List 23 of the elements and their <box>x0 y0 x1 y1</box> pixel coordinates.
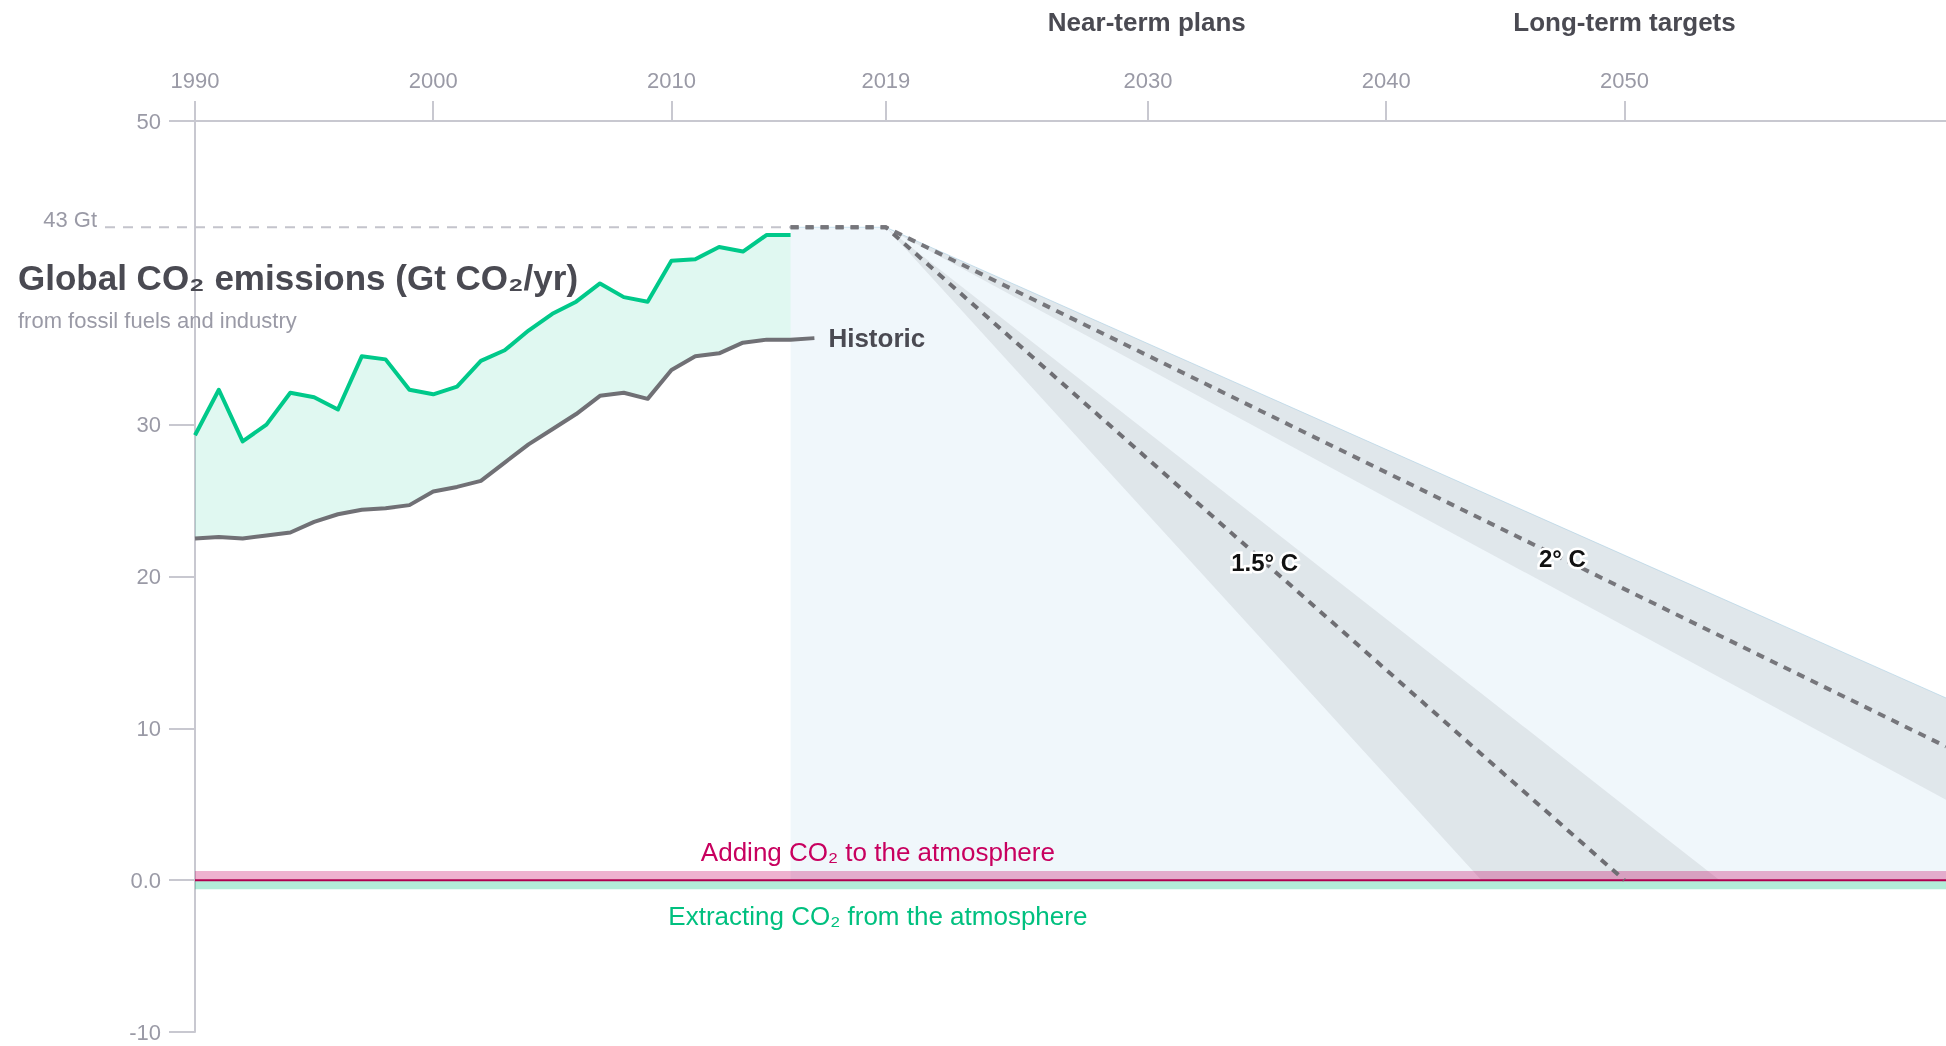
series-label: Historic <box>828 323 926 354</box>
text: Global CO₂ emissions (Gt CO₂/yr) <box>18 258 579 297</box>
text: Long-term targets <box>1513 7 1736 37</box>
annotation: 1.5° C <box>1231 549 1299 577</box>
x-tick-label: 2050 <box>1599 67 1649 93</box>
x-tick-label: 2019 <box>861 67 911 93</box>
y-tick-label: 0.0 <box>130 867 161 893</box>
y-tick-label: 30 <box>136 412 161 438</box>
annotation: 2° C <box>1538 544 1586 572</box>
x-tick-label: 2030 <box>1123 67 1173 93</box>
x-tick-label: 2010 <box>646 67 696 93</box>
y-tick-label: 10 <box>136 715 161 741</box>
text: from fossil fuels and industry <box>18 307 297 333</box>
y-tick-label: -10 <box>129 1019 161 1045</box>
x-tick-label: 2000 <box>408 67 458 93</box>
ref-line-label: 43 Gt <box>43 206 97 232</box>
band-label: Extracting CO₂ from the atmosphere <box>668 901 1088 932</box>
y-tick-label: 50 <box>136 108 161 134</box>
y-tick-label: 20 <box>136 564 161 589</box>
x-tick-label: 1990 <box>170 67 220 93</box>
band-label: Adding CO₂ to the atmosphere <box>700 837 1055 868</box>
x-tick-label: 2040 <box>1361 67 1411 93</box>
text: Near-term plans <box>1047 7 1246 37</box>
